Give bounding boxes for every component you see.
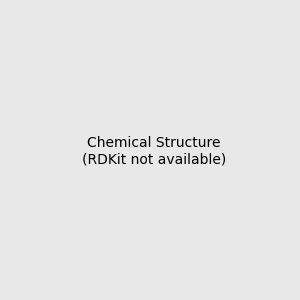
Text: Chemical Structure
(RDKit not available): Chemical Structure (RDKit not available) (82, 136, 226, 166)
